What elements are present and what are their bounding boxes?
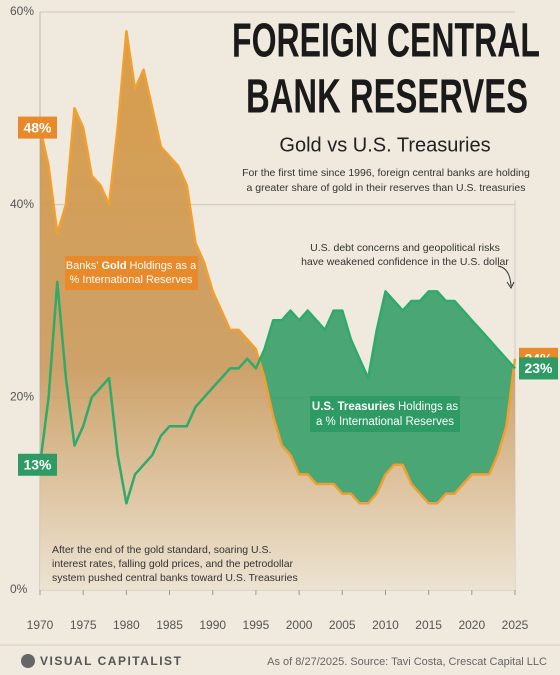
annotation: interest rates, falling gold prices, and… bbox=[52, 558, 294, 570]
description: a greater share of gold in their reserve… bbox=[247, 182, 526, 194]
y-tick-label: 40% bbox=[10, 197, 34, 211]
x-tick-label: 2015 bbox=[415, 618, 442, 632]
x-tick-label: 1970 bbox=[27, 618, 54, 632]
y-tick-label: 0% bbox=[10, 582, 28, 596]
value-label-box bbox=[18, 116, 57, 139]
annotation-arrow bbox=[506, 281, 515, 289]
x-tick-label: 1980 bbox=[113, 618, 140, 632]
series-label-box bbox=[65, 256, 198, 290]
y-tick-label: 60% bbox=[10, 4, 34, 18]
title-line: FOREIGN CENTRAL bbox=[232, 15, 540, 68]
x-tick-label: 1975 bbox=[70, 618, 97, 632]
x-tick-label: 1990 bbox=[199, 618, 226, 632]
title-line: BANK RESERVES bbox=[246, 71, 528, 124]
series-label: Banks' Gold Holdings as a bbox=[66, 260, 197, 272]
x-tick-label: 2010 bbox=[372, 618, 399, 632]
x-tick-label: 2005 bbox=[329, 618, 356, 632]
x-tick-label: 2025 bbox=[502, 618, 529, 632]
label-part: U.S. Treasuries bbox=[312, 401, 395, 413]
series-label-box bbox=[310, 396, 460, 432]
annotation-arrow bbox=[497, 265, 512, 287]
series-label: U.S. Treasuries Holdings as bbox=[312, 401, 458, 413]
plot bbox=[38, 11, 517, 595]
series-label: a % International Reserves bbox=[316, 416, 454, 428]
x-tick-label: 2020 bbox=[458, 618, 485, 632]
x-tick-label: 1985 bbox=[156, 618, 183, 632]
label-part: Holdings as a bbox=[130, 260, 198, 272]
x-tick-label: 2000 bbox=[286, 618, 313, 632]
value-label-box bbox=[519, 357, 558, 380]
label-part: Gold bbox=[101, 260, 126, 272]
series-line bbox=[38, 280, 516, 505]
series-line bbox=[38, 30, 517, 505]
value-label: 13% bbox=[23, 456, 52, 472]
annotation: have weakened confidence in the U.S. dol… bbox=[301, 256, 509, 268]
label-part: Banks' bbox=[66, 260, 99, 272]
value-label: 23% bbox=[524, 360, 553, 376]
label-part: Holdings as bbox=[398, 401, 458, 413]
subtitle: Gold vs U.S. Treasuries bbox=[279, 134, 490, 156]
x-tick-label: 1995 bbox=[243, 618, 270, 632]
annotation: system pushed central banks toward U.S. … bbox=[52, 572, 298, 584]
area bbox=[40, 31, 515, 591]
brand: VISUAL CAPITALIST bbox=[40, 654, 182, 668]
value-label-box bbox=[18, 453, 57, 476]
annotation: U.S. debt concerns and geopolitical risk… bbox=[310, 242, 500, 254]
annotation: After the end of the gold standard, soar… bbox=[52, 544, 271, 556]
logo bbox=[21, 654, 35, 668]
value-label: 48% bbox=[23, 119, 52, 135]
description: For the first time since 1996, foreign c… bbox=[242, 167, 530, 179]
source: As of 8/27/2025. Source: Tavi Costa, Cre… bbox=[267, 656, 547, 668]
y-tick-label: 20% bbox=[10, 390, 34, 404]
series-label: % International Reserves bbox=[70, 274, 193, 286]
